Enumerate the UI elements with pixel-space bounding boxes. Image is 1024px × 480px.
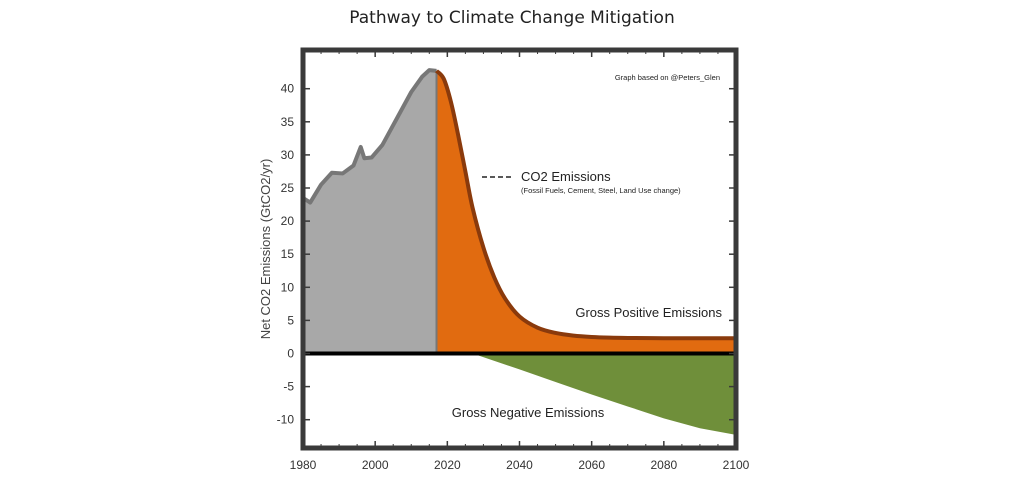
y-tick-label: 15 xyxy=(281,247,295,261)
y-tick-label: -10 xyxy=(277,413,295,427)
historical-area xyxy=(303,70,437,354)
y-tick-label: 0 xyxy=(287,347,294,361)
y-tick-label: 20 xyxy=(281,214,295,228)
historical-line xyxy=(303,68,437,205)
chart-title: Pathway to Climate Change Mitigation xyxy=(349,8,675,28)
y-tick-label: -5 xyxy=(283,380,294,394)
co2-emissions-sublabel: (Fossil Fuels, Cement, Steel, Land Use c… xyxy=(521,186,681,195)
plot-frame xyxy=(300,47,739,451)
gross-negative-label: Gross Negative Emissions xyxy=(452,405,605,420)
x-tick-label: 2020 xyxy=(434,458,461,472)
y-tick-label: 35 xyxy=(281,115,295,129)
y-tick-label: 10 xyxy=(281,280,295,294)
x-tick-label: 2100 xyxy=(723,458,750,472)
x-tick-label: 2080 xyxy=(650,458,677,472)
co2-emissions-label: CO2 Emissions xyxy=(521,169,611,184)
source-annotation: Graph based on @Peters_Glen xyxy=(615,73,720,82)
y-tick-label: 40 xyxy=(281,82,295,96)
gross-positive-area xyxy=(436,70,736,354)
x-tick-label: 2000 xyxy=(362,458,389,472)
gross-negative-area xyxy=(436,353,736,435)
gross-positive-label: Gross Positive Emissions xyxy=(575,305,722,320)
y-tick-label: 30 xyxy=(281,148,295,162)
x-tick-label: 1980 xyxy=(290,458,317,472)
x-tick-label: 2040 xyxy=(506,458,533,472)
y-tick-label: 25 xyxy=(281,181,295,195)
y-axis-label: Net CO2 Emissions (GtCO2/yr) xyxy=(258,159,273,340)
x-tick-label: 2060 xyxy=(578,458,605,472)
y-tick-label: 5 xyxy=(287,313,294,327)
gross-positive-line xyxy=(435,69,736,341)
